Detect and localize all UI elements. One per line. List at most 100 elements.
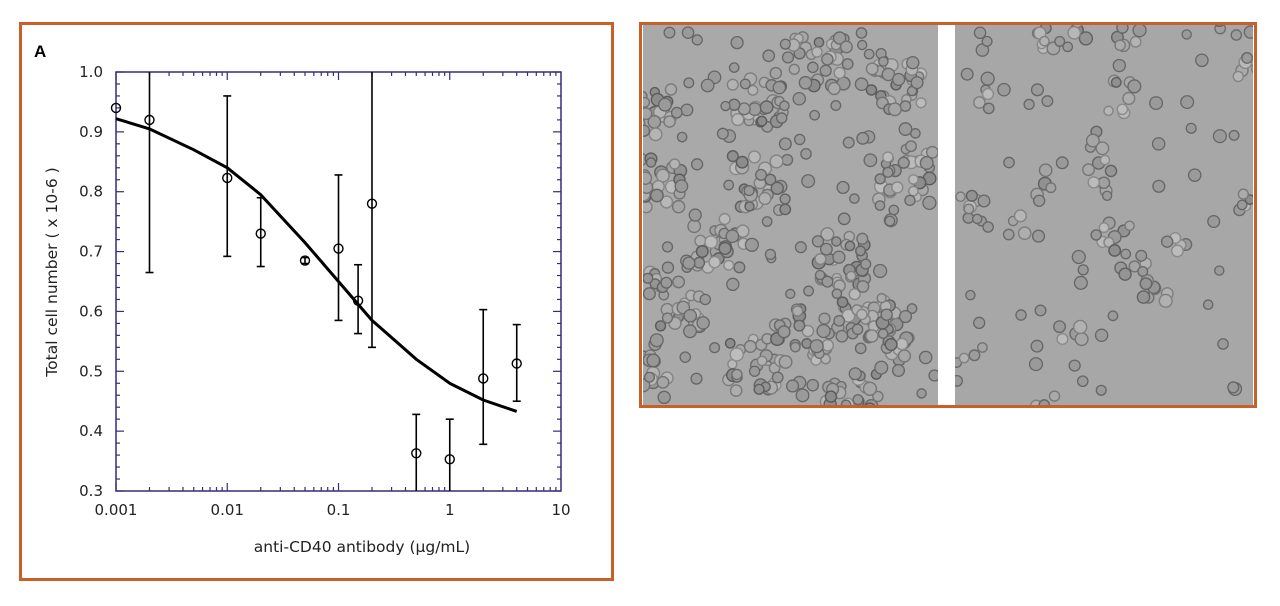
cell <box>657 390 671 405</box>
cell <box>785 379 800 393</box>
cell <box>725 229 740 244</box>
cell <box>816 323 831 339</box>
cell <box>807 61 819 74</box>
cell <box>1151 137 1166 151</box>
cell <box>1030 339 1044 353</box>
cell <box>1038 35 1050 47</box>
cell <box>882 151 894 163</box>
cell <box>811 46 823 58</box>
cell <box>833 66 846 80</box>
cell <box>1097 176 1111 190</box>
cell <box>671 199 686 214</box>
cell <box>1227 381 1240 394</box>
cell <box>840 399 852 405</box>
data-point <box>444 454 455 465</box>
cell <box>877 328 889 340</box>
cell <box>878 56 889 67</box>
cell <box>1077 264 1089 276</box>
y-tick-label: 0.9 <box>79 123 103 141</box>
cell <box>779 203 792 216</box>
cell <box>664 83 678 96</box>
y-tick-labels: 0.3 0.4 0.5 0.6 0.7 0.8 0.9 1.0 <box>79 63 103 500</box>
cell <box>683 77 695 89</box>
cell <box>1098 222 1110 234</box>
data-point <box>222 172 233 184</box>
cell <box>854 342 867 355</box>
cell <box>1217 338 1229 350</box>
cell <box>778 354 793 369</box>
cell <box>811 235 825 248</box>
cell <box>1068 359 1081 372</box>
cell <box>658 97 673 112</box>
y-tick-label: 0.4 <box>79 422 103 440</box>
cell <box>770 181 784 195</box>
cell <box>1232 70 1244 83</box>
cell <box>1122 91 1136 105</box>
cell <box>864 402 876 405</box>
cell <box>865 329 879 343</box>
cell <box>836 180 850 195</box>
cell <box>982 102 995 115</box>
cell <box>683 324 697 339</box>
cell <box>958 352 970 364</box>
cell <box>973 26 987 40</box>
panel-label: A <box>34 42 47 61</box>
cell <box>731 112 745 127</box>
cell <box>659 195 674 209</box>
cell <box>661 241 674 253</box>
cell <box>973 96 986 109</box>
cell <box>1124 220 1135 232</box>
cell <box>708 255 721 269</box>
data-points <box>110 72 522 491</box>
cell <box>1094 328 1109 343</box>
cell <box>1230 29 1243 41</box>
cell <box>1099 154 1111 166</box>
data-point <box>333 243 344 254</box>
cell <box>1023 98 1035 111</box>
cell <box>694 234 707 248</box>
cell <box>839 40 853 54</box>
cell <box>1127 79 1142 94</box>
cell <box>795 388 810 403</box>
cell <box>819 242 833 256</box>
cell <box>775 112 788 124</box>
cell <box>1185 122 1197 134</box>
cell <box>857 39 868 51</box>
cell <box>643 272 654 284</box>
cell <box>756 115 768 127</box>
cell <box>827 81 841 96</box>
cell <box>1114 39 1126 52</box>
cell <box>747 84 759 96</box>
x-axis-label: anti-CD40 antibody (µg/mL) <box>254 538 470 556</box>
cell <box>1139 277 1153 291</box>
cell-group <box>643 26 938 405</box>
cell <box>726 150 739 163</box>
cell <box>1116 25 1129 34</box>
x-tick-label: 0.1 <box>327 501 351 519</box>
cell <box>1214 265 1225 276</box>
cell <box>704 235 718 249</box>
cell <box>688 208 702 222</box>
cell <box>856 308 868 321</box>
cell <box>645 157 657 168</box>
cell <box>676 131 688 143</box>
cell <box>982 221 994 233</box>
cell <box>814 269 826 281</box>
cell <box>897 349 912 363</box>
cell <box>1090 229 1102 241</box>
cell <box>1243 25 1253 39</box>
cell <box>891 363 906 378</box>
cell <box>1237 188 1249 200</box>
cell <box>789 341 801 353</box>
cell <box>1103 105 1114 117</box>
cell <box>1158 293 1173 308</box>
cell <box>1073 275 1088 290</box>
cell <box>842 136 855 149</box>
x-tick-label: 0.01 <box>211 501 244 519</box>
cell <box>1048 390 1061 402</box>
cell <box>723 179 735 191</box>
cell <box>977 342 988 353</box>
cell <box>1132 25 1147 38</box>
cell <box>648 127 663 142</box>
cell <box>743 185 755 197</box>
